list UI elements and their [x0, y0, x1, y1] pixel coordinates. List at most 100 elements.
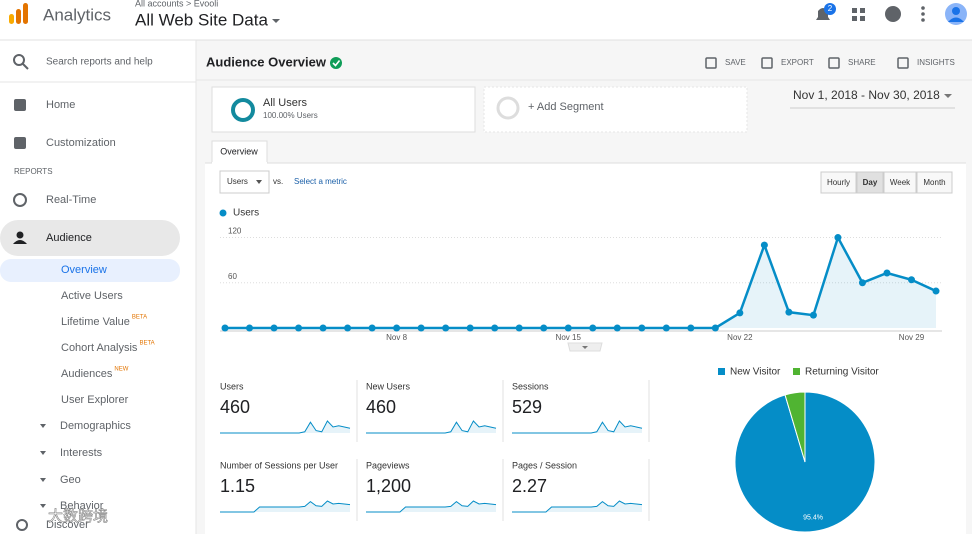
- action-icon: [761, 57, 773, 69]
- nav-group[interactable]: Behavior: [60, 500, 104, 512]
- segment-icon: [231, 98, 255, 122]
- point: [319, 324, 327, 332]
- tab-joint: [212, 162, 267, 164]
- point: [466, 324, 474, 332]
- view-caret[interactable]: [272, 19, 280, 23]
- legend-marker: [219, 209, 227, 217]
- dot: [921, 12, 925, 16]
- nav-icon: [13, 240, 27, 244]
- interval-button[interactable]: [916, 171, 953, 194]
- sparkline-area: [512, 501, 642, 512]
- logo-bar: [9, 14, 14, 24]
- expand-caret: [40, 504, 46, 508]
- nav-group[interactable]: Interests: [60, 447, 103, 459]
- apps-square: [852, 16, 857, 21]
- date-range[interactable]: Nov 1, 2018 - Nov 30, 2018: [793, 88, 940, 102]
- interval-button[interactable]: [883, 171, 917, 194]
- nav-subitem[interactable]: Audiences: [61, 368, 113, 380]
- add-segment-card[interactable]: [483, 86, 748, 133]
- action-button[interactable]: SHARE: [848, 58, 876, 67]
- sparkline: [512, 420, 643, 434]
- nav-item[interactable]: Discover: [46, 519, 89, 531]
- apps-square: [852, 8, 857, 13]
- nav-group[interactable]: Demographics: [60, 420, 131, 432]
- nav-icon: [16, 231, 24, 239]
- legend-label: New Visitor: [730, 367, 781, 378]
- action-button[interactable]: INSIGHTS: [917, 58, 955, 67]
- metric-cards: Users 460 New Users 460 Sessions 529 Number of…: [220, 380, 650, 521]
- apps-icon[interactable]: [852, 8, 865, 21]
- metric-dropdown[interactable]: [219, 170, 270, 194]
- point: [270, 324, 278, 332]
- metric-label: Number of Sessions per User: [220, 460, 338, 470]
- y-tick-label: 60: [228, 272, 237, 281]
- sidebar-nav: Home Customization REPORTS Real-Time Audienc…: [13, 99, 155, 531]
- verified-icon: [330, 57, 342, 69]
- dot: [921, 18, 925, 22]
- point: [785, 308, 793, 316]
- metric-label: New Users: [366, 381, 411, 391]
- badge: [824, 3, 836, 15]
- metric-label: Users: [220, 381, 244, 391]
- nav-item[interactable]: Audience: [46, 232, 92, 244]
- search-input[interactable]: Search reports and help: [46, 57, 153, 68]
- interval-label: Week: [890, 178, 911, 187]
- segment-card[interactable]: [211, 86, 476, 133]
- breadcrumb[interactable]: All accounts > Evooli: [135, 0, 218, 8]
- watermark: 大数跨境: [48, 507, 108, 525]
- metric-value: 1.15: [220, 476, 255, 496]
- date-caret[interactable]: [944, 94, 952, 98]
- help-icon[interactable]: [885, 6, 901, 22]
- action-icon: [897, 57, 909, 69]
- nav-group[interactable]: Geo: [60, 474, 81, 486]
- vs-label: vs.: [273, 177, 283, 186]
- interval-button[interactable]: [856, 171, 884, 194]
- notifications[interactable]: 2: [816, 3, 836, 20]
- add-segment-icon: [496, 96, 520, 120]
- point: [883, 269, 891, 277]
- nav-subitem[interactable]: User Explorer: [61, 394, 129, 406]
- active-section: [0, 220, 180, 256]
- action-icon: [828, 57, 840, 69]
- avatar-head: [952, 7, 960, 15]
- segment-name: All Users: [263, 97, 308, 109]
- view-selector[interactable]: All Web Site Data: [135, 10, 268, 29]
- sparkline-area: [512, 421, 642, 433]
- avatar-body: [948, 17, 964, 22]
- pie-slice: [784, 391, 806, 463]
- nav-subitem[interactable]: Lifetime Value: [61, 316, 130, 328]
- verified-check: [332, 60, 341, 67]
- expand-caret: [40, 478, 46, 482]
- point: [393, 324, 401, 332]
- dropdown-caret: [256, 180, 262, 184]
- nav-subitem[interactable]: Cohort Analysis: [61, 342, 138, 354]
- more-icon[interactable]: [921, 6, 925, 22]
- interval-label: Month: [923, 178, 945, 187]
- metric-value: 460: [220, 397, 250, 417]
- segment-detail: 100.00% Users: [263, 111, 318, 120]
- x-tick-label: Nov 8: [386, 333, 407, 342]
- point: [687, 324, 695, 332]
- x-tick-label: Nov 22: [727, 333, 753, 342]
- nav-subitem[interactable]: Overview: [61, 264, 107, 276]
- metric-label: Pageviews: [366, 460, 410, 470]
- logo[interactable]: [9, 3, 28, 24]
- interval-button[interactable]: [820, 171, 857, 194]
- expand-caret: [40, 424, 46, 428]
- nav-item[interactable]: Customization: [46, 137, 116, 149]
- nav-item[interactable]: Real-Time: [46, 194, 96, 206]
- product-name: Analytics: [43, 5, 111, 24]
- action-button[interactable]: SAVE: [725, 58, 746, 67]
- nav-item[interactable]: Home: [46, 99, 75, 111]
- notification-count: 2: [828, 4, 833, 13]
- nav-subitem[interactable]: Active Users: [61, 290, 123, 302]
- nav-icon: [13, 193, 27, 207]
- metric-label: Sessions: [512, 381, 549, 391]
- x-tick-label: Nov 15: [556, 333, 582, 342]
- compare-link[interactable]: Select a metric: [294, 177, 347, 186]
- action-button[interactable]: EXPORT: [781, 58, 814, 67]
- sparkline: [512, 500, 643, 513]
- expand-caret: [40, 451, 46, 455]
